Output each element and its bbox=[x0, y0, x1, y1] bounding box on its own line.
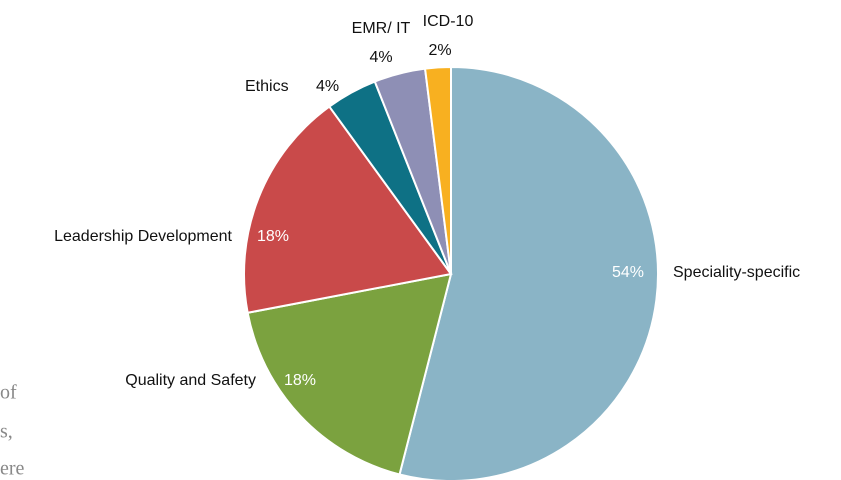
slice-label: Speciality-specific bbox=[673, 264, 800, 281]
value-label: 4% bbox=[369, 49, 392, 66]
background-text: ere bbox=[0, 458, 25, 480]
value-label: 18% bbox=[284, 372, 316, 389]
value-label: 54% bbox=[612, 264, 644, 281]
pie-slice bbox=[398, 65, 659, 480]
pie-slice bbox=[243, 105, 453, 314]
value-label: 2% bbox=[428, 42, 451, 59]
pie-slice bbox=[423, 65, 452, 275]
slice-label: Leadership Development bbox=[54, 228, 232, 245]
background-text: of bbox=[0, 382, 17, 404]
slice-label: ICD-10 bbox=[423, 13, 474, 30]
pie-slice bbox=[246, 272, 453, 476]
slice-label: Quality and Safety bbox=[125, 372, 256, 389]
value-label: 18% bbox=[257, 228, 289, 245]
slice-label: Ethics bbox=[245, 78, 289, 95]
slice-label: EMR/ IT bbox=[352, 20, 411, 37]
background-text: s, bbox=[0, 421, 13, 443]
value-label: 4% bbox=[316, 78, 339, 95]
